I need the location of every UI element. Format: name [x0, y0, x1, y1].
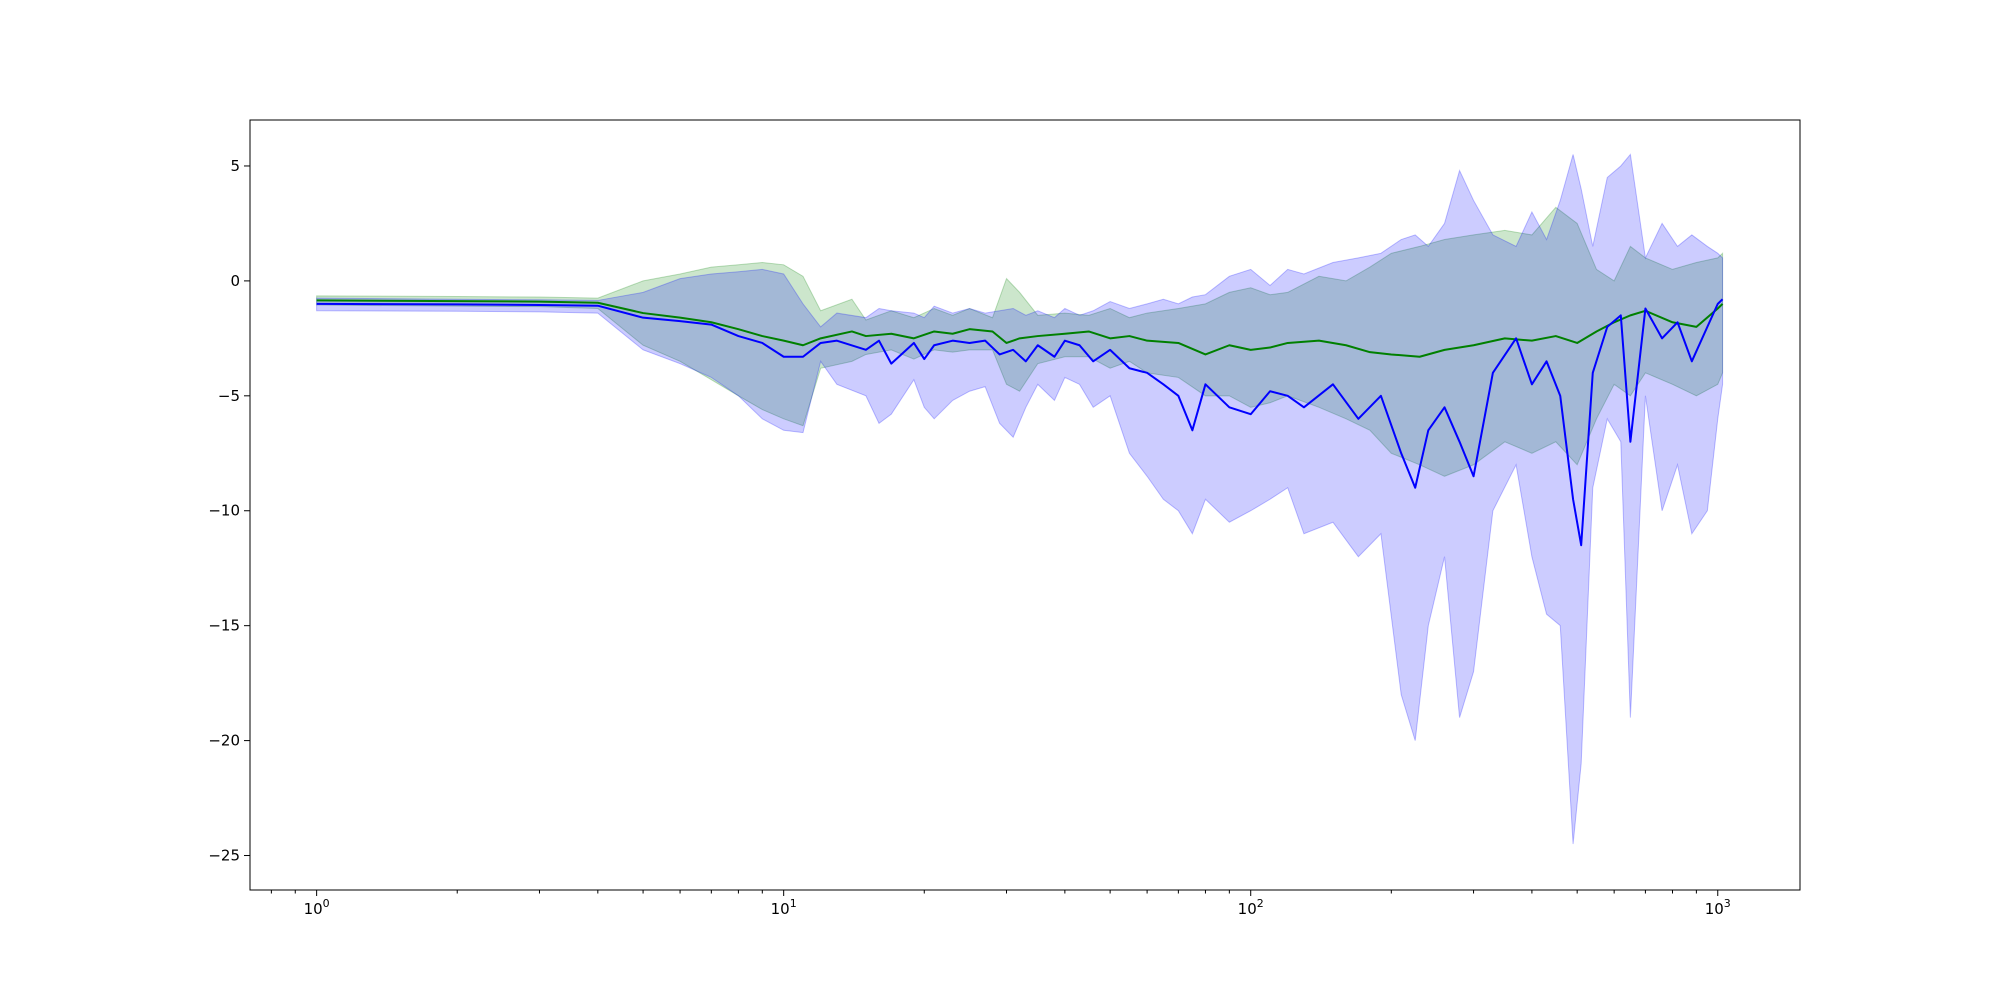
y-tick-label: −10: [208, 502, 240, 520]
y-tick-label: −5: [218, 387, 240, 405]
x-tick-label: 103: [1705, 897, 1731, 918]
plot-background: [250, 120, 1800, 890]
x-tick-label: 102: [1238, 897, 1264, 918]
y-tick-label: −25: [208, 847, 240, 865]
x-tick-label: 101: [771, 897, 797, 918]
x-tick-label: 100: [304, 897, 330, 918]
y-tick-label: 0: [230, 272, 240, 290]
y-tick-label: −20: [208, 732, 240, 750]
plot-frame: [249, 119, 1801, 891]
series-0-line: [316, 299, 1724, 358]
x-axis: 100 101 102 103: [270, 890, 1731, 918]
series-lines: [316, 298, 1724, 547]
y-axis: 5 0 −5 −10 −15 −20 −25: [208, 157, 250, 865]
series-0-band: [316, 206, 1724, 477]
series-1-line: [316, 298, 1724, 547]
series-1-band: [316, 153, 1724, 845]
confidence-bands: [316, 153, 1724, 845]
y-tick-label: −15: [208, 617, 240, 635]
y-tick-label: 5: [230, 157, 240, 175]
